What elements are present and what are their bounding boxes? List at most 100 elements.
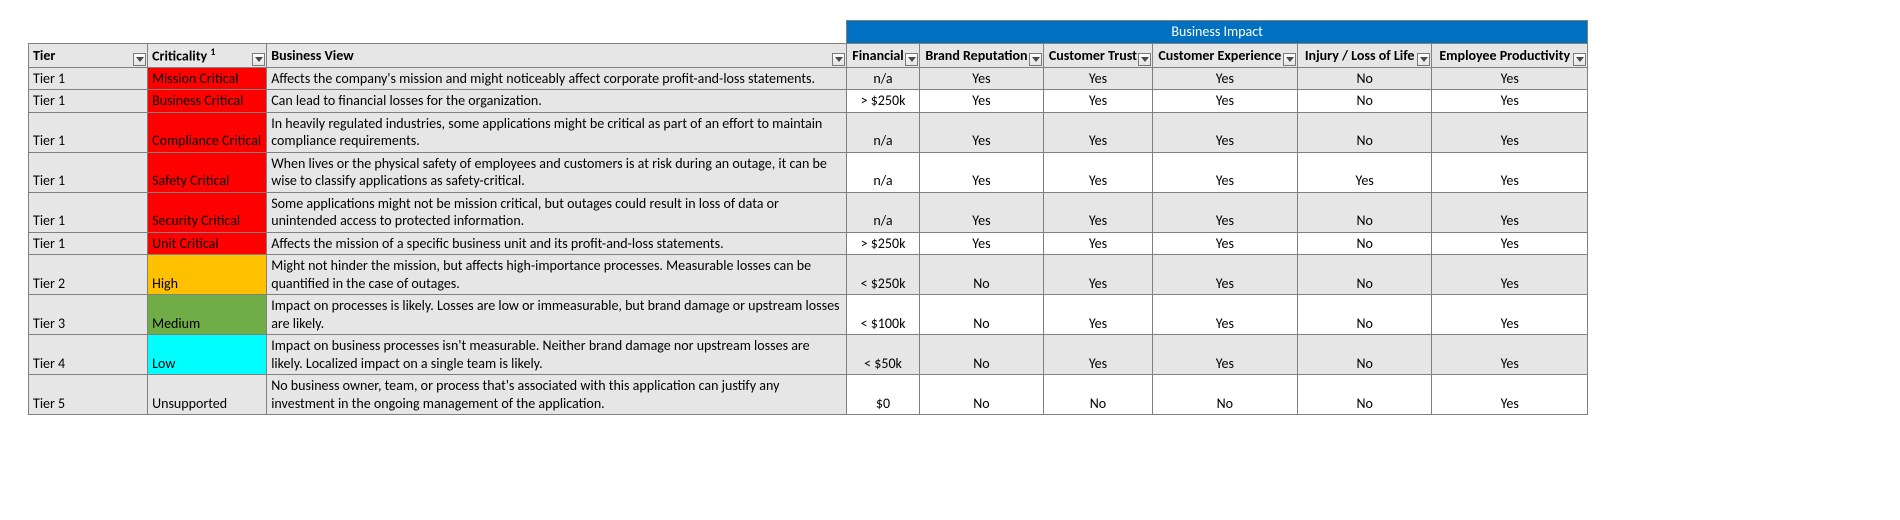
cell-impact[interactable]: Yes: [1152, 152, 1297, 192]
cell-tier[interactable]: Tier 1: [29, 112, 148, 152]
filter-icon[interactable]: [1573, 53, 1586, 66]
cell-impact[interactable]: No: [1297, 295, 1432, 335]
cell-impact[interactable]: < $50k: [847, 335, 920, 375]
cell-impact[interactable]: No: [1297, 335, 1432, 375]
cell-impact[interactable]: n/a: [847, 152, 920, 192]
cell-impact[interactable]: Yes: [1432, 112, 1588, 152]
cell-impact[interactable]: No: [1297, 255, 1432, 295]
cell-impact[interactable]: Yes: [1152, 295, 1297, 335]
cell-business-view[interactable]: When lives or the physical safety of emp…: [267, 152, 847, 192]
cell-business-view[interactable]: In heavily regulated industries, some ap…: [267, 112, 847, 152]
filter-icon[interactable]: [1138, 53, 1151, 66]
cell-tier[interactable]: Tier 1: [29, 67, 148, 90]
cell-tier[interactable]: Tier 5: [29, 375, 148, 415]
header-brand-reputation[interactable]: Brand Reputation: [919, 43, 1043, 67]
filter-icon[interactable]: [1417, 53, 1430, 66]
cell-impact[interactable]: Yes: [1152, 335, 1297, 375]
cell-impact[interactable]: Yes: [1152, 255, 1297, 295]
cell-impact[interactable]: Yes: [1044, 192, 1153, 232]
cell-impact[interactable]: No: [1044, 375, 1153, 415]
cell-impact[interactable]: No: [919, 295, 1043, 335]
filter-icon[interactable]: [905, 53, 918, 66]
cell-impact[interactable]: Yes: [1044, 335, 1153, 375]
cell-impact[interactable]: Yes: [1152, 232, 1297, 255]
cell-tier[interactable]: Tier 1: [29, 232, 148, 255]
cell-impact[interactable]: n/a: [847, 192, 920, 232]
cell-impact[interactable]: Yes: [1432, 232, 1588, 255]
filter-icon[interactable]: [133, 53, 146, 66]
cell-criticality[interactable]: Business Critical: [148, 90, 267, 113]
cell-impact[interactable]: No: [1297, 375, 1432, 415]
cell-impact[interactable]: < $250k: [847, 255, 920, 295]
cell-business-view[interactable]: Affects the company's mission and might …: [267, 67, 847, 90]
filter-icon[interactable]: [1029, 53, 1042, 66]
cell-impact[interactable]: Yes: [1152, 90, 1297, 113]
cell-criticality[interactable]: Mission Critical: [148, 67, 267, 90]
cell-impact[interactable]: Yes: [919, 192, 1043, 232]
cell-impact[interactable]: No: [919, 375, 1043, 415]
cell-tier[interactable]: Tier 1: [29, 152, 148, 192]
cell-business-view[interactable]: No business owner, team, or process that…: [267, 375, 847, 415]
header-business-view[interactable]: Business View: [267, 43, 847, 67]
cell-business-view[interactable]: Affects the mission of a specific busine…: [267, 232, 847, 255]
cell-impact[interactable]: Yes: [1152, 192, 1297, 232]
cell-impact[interactable]: Yes: [1152, 112, 1297, 152]
filter-icon[interactable]: [1283, 53, 1296, 66]
cell-impact[interactable]: $0: [847, 375, 920, 415]
cell-impact[interactable]: < $100k: [847, 295, 920, 335]
cell-impact[interactable]: Yes: [1044, 90, 1153, 113]
cell-impact[interactable]: Yes: [1432, 295, 1588, 335]
cell-impact[interactable]: Yes: [919, 232, 1043, 255]
header-employee-productivity[interactable]: Employee Productivity: [1432, 43, 1588, 67]
cell-impact[interactable]: > $250k: [847, 232, 920, 255]
cell-impact[interactable]: No: [1152, 375, 1297, 415]
cell-criticality[interactable]: Unit Critical: [148, 232, 267, 255]
cell-criticality[interactable]: High: [148, 255, 267, 295]
cell-tier[interactable]: Tier 1: [29, 90, 148, 113]
filter-icon[interactable]: [832, 53, 845, 66]
cell-tier[interactable]: Tier 2: [29, 255, 148, 295]
cell-tier[interactable]: Tier 1: [29, 192, 148, 232]
cell-impact[interactable]: No: [919, 255, 1043, 295]
cell-criticality[interactable]: Compliance Critical: [148, 112, 267, 152]
cell-impact[interactable]: Yes: [1432, 255, 1588, 295]
cell-impact[interactable]: Yes: [1432, 375, 1588, 415]
cell-criticality[interactable]: Medium: [148, 295, 267, 335]
cell-impact[interactable]: Yes: [1297, 152, 1432, 192]
cell-impact[interactable]: Yes: [1432, 67, 1588, 90]
cell-impact[interactable]: Yes: [919, 67, 1043, 90]
cell-business-view[interactable]: Some applications might not be mission c…: [267, 192, 847, 232]
cell-impact[interactable]: No: [1297, 90, 1432, 113]
cell-impact[interactable]: No: [1297, 112, 1432, 152]
cell-business-view[interactable]: Might not hinder the mission, but affect…: [267, 255, 847, 295]
cell-impact[interactable]: No: [1297, 67, 1432, 90]
cell-impact[interactable]: Yes: [1432, 90, 1588, 113]
cell-impact[interactable]: Yes: [1432, 152, 1588, 192]
cell-impact[interactable]: Yes: [919, 152, 1043, 192]
cell-impact[interactable]: Yes: [1044, 152, 1153, 192]
cell-criticality[interactable]: Safety Critical: [148, 152, 267, 192]
cell-impact[interactable]: Yes: [1432, 335, 1588, 375]
cell-impact[interactable]: No: [1297, 232, 1432, 255]
cell-impact[interactable]: Yes: [1432, 192, 1588, 232]
cell-business-view[interactable]: Impact on business processes isn't measu…: [267, 335, 847, 375]
cell-criticality[interactable]: Low: [148, 335, 267, 375]
cell-business-view[interactable]: Can lead to financial losses for the org…: [267, 90, 847, 113]
filter-icon[interactable]: [252, 53, 265, 66]
cell-criticality[interactable]: Unsupported: [148, 375, 267, 415]
header-criticality[interactable]: Criticality 1: [148, 43, 267, 67]
cell-tier[interactable]: Tier 4: [29, 335, 148, 375]
cell-impact[interactable]: Yes: [1044, 232, 1153, 255]
cell-impact[interactable]: Yes: [1152, 67, 1297, 90]
cell-impact[interactable]: Yes: [1044, 67, 1153, 90]
cell-impact[interactable]: Yes: [1044, 255, 1153, 295]
header-tier[interactable]: Tier: [29, 43, 148, 67]
header-financial[interactable]: Financial: [847, 43, 920, 67]
cell-tier[interactable]: Tier 3: [29, 295, 148, 335]
header-injury[interactable]: Injury / Loss of Life: [1297, 43, 1432, 67]
cell-impact[interactable]: No: [919, 335, 1043, 375]
cell-impact[interactable]: Yes: [919, 112, 1043, 152]
cell-criticality[interactable]: Security Critical: [148, 192, 267, 232]
header-customer-experience[interactable]: Customer Experience: [1152, 43, 1297, 67]
cell-impact[interactable]: n/a: [847, 112, 920, 152]
